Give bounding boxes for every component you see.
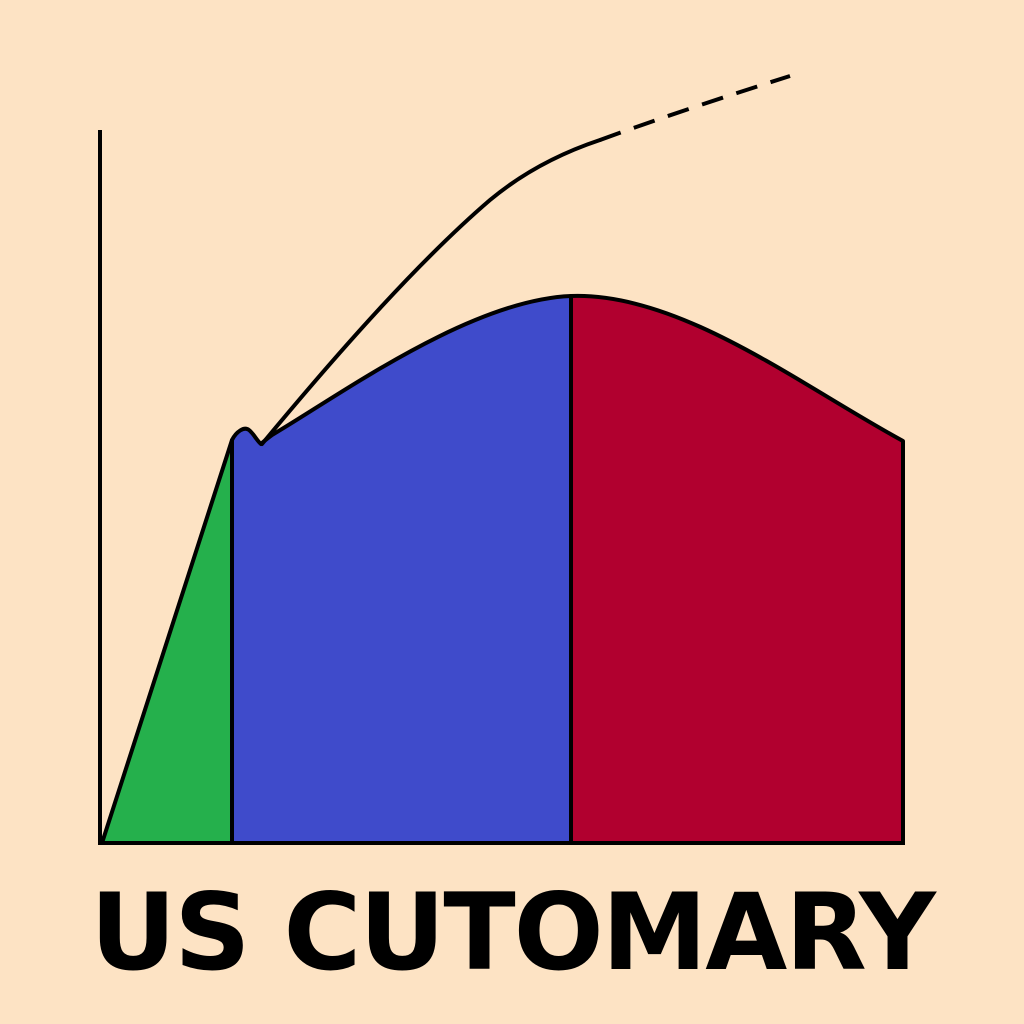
strain-hardening-region [230,294,573,845]
necking-region [569,293,905,845]
caption-title: US CUTOMARY [90,871,936,994]
true-stress-strain-curve [260,138,602,446]
elastic-region [100,438,234,845]
true-curve-extrapolation [599,74,791,142]
